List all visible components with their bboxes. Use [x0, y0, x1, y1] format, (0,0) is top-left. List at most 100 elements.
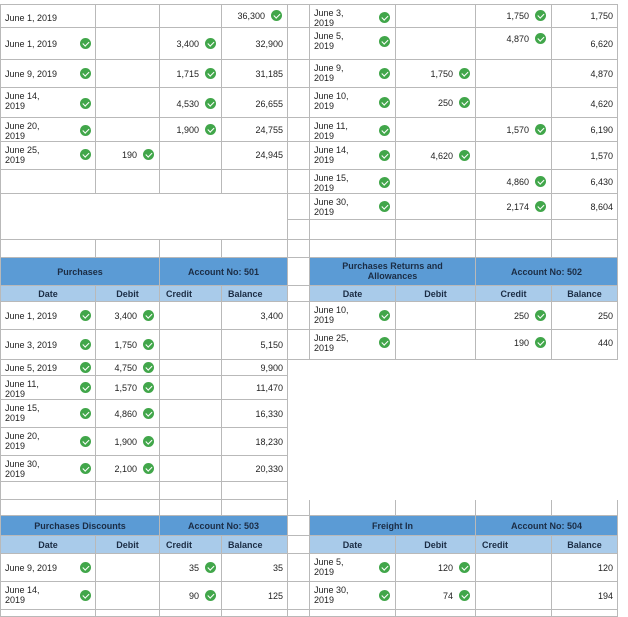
date-cell: June 25, 2019 — [310, 330, 396, 360]
balance-cell: 194 — [552, 582, 618, 610]
balance-cell: 3,400 — [222, 302, 288, 330]
amount-text: 6,430 — [590, 177, 613, 187]
gap-cell — [288, 220, 310, 240]
amount-text: 250 — [437, 98, 453, 108]
amount-text: 4,620 — [590, 99, 613, 109]
check-icon — [535, 201, 546, 212]
credit-cell: 3,400 — [160, 28, 222, 60]
amount-text: 194 — [597, 591, 613, 601]
empty-cell — [0, 240, 96, 258]
gap-cell — [288, 286, 310, 302]
empty-cell — [396, 240, 476, 258]
credit-cell: 35 — [160, 554, 222, 582]
credit-cell — [160, 302, 222, 330]
empty-cell — [0, 500, 96, 516]
date-text: June 3, 2019 — [314, 8, 344, 28]
debit-cell — [396, 330, 476, 360]
empty-cell — [476, 240, 552, 258]
check-icon — [205, 590, 216, 601]
check-icon — [80, 125, 91, 136]
amount-text: 1,750 — [590, 11, 613, 21]
balance-cell: 36,300 — [222, 4, 288, 28]
debit-cell — [96, 554, 160, 582]
check-icon — [80, 562, 91, 573]
date-cell: June 20, 2019 — [0, 118, 96, 142]
check-icon — [379, 337, 390, 348]
gap-cell — [288, 194, 310, 220]
amount-text: 4,620 — [430, 151, 453, 161]
column-header-text: Balance — [228, 540, 263, 550]
date-text: June 15, 2019 — [314, 173, 349, 193]
balance-cell: 4,620 — [552, 88, 618, 118]
date-text: June 30, 2019 — [314, 197, 349, 217]
balance-cell: 1,750 — [552, 4, 618, 28]
debit-cell: 1,900 — [96, 428, 160, 456]
check-icon — [379, 562, 390, 573]
column-header-text: Debit — [424, 289, 447, 299]
gap-cell — [288, 142, 310, 170]
gap-cell — [288, 60, 310, 88]
debit-cell: 1,750 — [396, 60, 476, 88]
check-icon — [535, 124, 546, 135]
date-cell: June 14, 2019 — [0, 88, 96, 118]
balance-cell: 125 — [222, 582, 288, 610]
balance-cell: 6,430 — [552, 170, 618, 194]
debit-cell — [396, 28, 476, 60]
date-cell: June 25, 2019 — [0, 142, 96, 170]
credit-cell: 4,870 — [476, 28, 552, 60]
amount-text: 16,330 — [255, 409, 283, 419]
column-header-date: Date — [0, 536, 96, 554]
amount-text: 190 — [121, 150, 137, 160]
account-title-text: Purchases Discounts — [34, 521, 126, 531]
date-text: June 1, 2019 — [5, 13, 58, 23]
credit-cell: 250 — [476, 302, 552, 330]
empty-cell — [396, 500, 476, 516]
column-header-text: Date — [342, 540, 363, 550]
empty-cell — [160, 500, 222, 516]
amount-text: 3,400 — [260, 311, 283, 321]
date-text: June 1, 2019 — [5, 39, 58, 49]
credit-cell: 2,174 — [476, 194, 552, 220]
check-icon — [143, 408, 154, 419]
empty-cell — [222, 610, 288, 617]
balance-cell: 440 — [552, 330, 618, 360]
debit-cell — [396, 4, 476, 28]
amount-text: 3,400 — [176, 39, 199, 49]
amount-text: 4,870 — [590, 69, 613, 79]
check-icon — [80, 339, 91, 350]
balance-cell: 5,150 — [222, 330, 288, 360]
balance-cell: 20,330 — [222, 456, 288, 482]
check-icon — [459, 562, 470, 573]
account-title-header: Purchases Returns and Allowances — [310, 258, 476, 286]
check-icon — [80, 310, 91, 321]
date-cell: June 30, 2019 — [310, 194, 396, 220]
empty-cell — [222, 500, 288, 516]
account-number-text: Account No: 502 — [510, 267, 582, 277]
check-icon — [80, 68, 91, 79]
credit-cell — [160, 428, 222, 456]
column-header-balance: Balance — [552, 286, 618, 302]
debit-cell: 4,750 — [96, 360, 160, 376]
amount-text: 2,174 — [506, 202, 529, 212]
empty-cell — [0, 194, 288, 240]
column-header-text: Credit — [482, 540, 509, 550]
debit-cell: 74 — [396, 582, 476, 610]
empty-cell — [552, 610, 618, 617]
column-header-credit: Credit — [476, 286, 552, 302]
amount-text: 4,750 — [114, 363, 137, 373]
amount-text: 24,945 — [255, 150, 283, 160]
date-text: June 10, 2019 — [314, 305, 349, 325]
balance-cell: 6,190 — [552, 118, 618, 142]
amount-text: 1,750 — [114, 340, 137, 350]
check-icon — [379, 68, 390, 79]
date-text: June 5, 2019 — [5, 363, 58, 373]
credit-cell — [160, 142, 222, 170]
gap-cell — [288, 28, 310, 60]
balance-cell: 4,870 — [552, 60, 618, 88]
date-text: June 9, 2019 — [314, 63, 344, 83]
date-cell: June 5, 2019 — [0, 360, 96, 376]
empty-cell — [310, 240, 396, 258]
column-header-date: Date — [310, 286, 396, 302]
check-icon — [535, 337, 546, 348]
gap-cell — [288, 240, 310, 258]
